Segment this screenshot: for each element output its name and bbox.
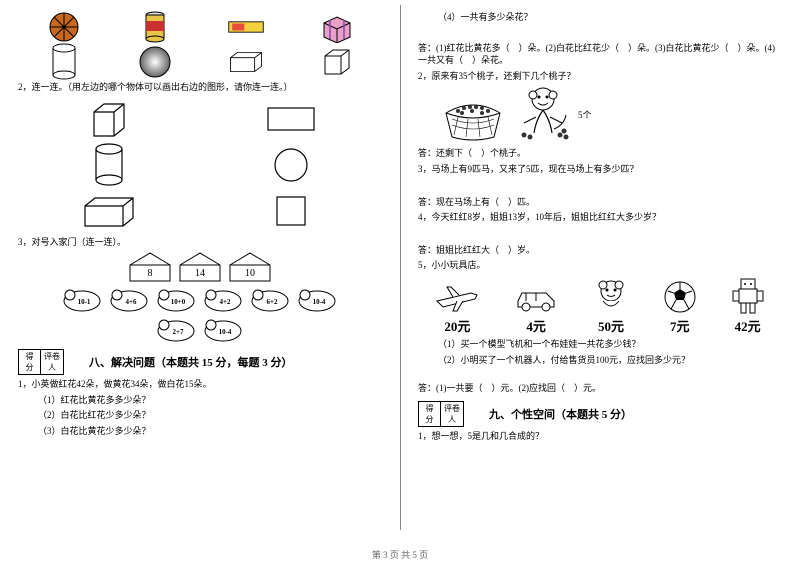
pigs-row-2: 2+7 10-4 bbox=[18, 315, 382, 343]
monkey-icon bbox=[516, 85, 570, 144]
toy-doll: 50元 bbox=[591, 277, 631, 335]
svg-text:6+2: 6+2 bbox=[267, 298, 278, 306]
can-icon bbox=[136, 11, 174, 43]
square-shape-icon bbox=[261, 190, 321, 232]
q1-personal: 1，想一想，5是几和几合成的？ bbox=[418, 430, 782, 443]
q4-sub: （4）一共有多少朵花？ bbox=[418, 11, 782, 24]
toy-robot: 42元 bbox=[729, 275, 767, 335]
svg-text:10-4: 10-4 bbox=[313, 298, 326, 306]
svg-text:4+6: 4+6 bbox=[126, 298, 137, 306]
pig-4: 4+2 bbox=[201, 285, 246, 313]
section-8-title: 八、解决问题（本题共 15 分，每题 3 分） bbox=[89, 354, 293, 370]
q3-text: 3，对号入家门（连一连）。 bbox=[18, 236, 382, 249]
rectangle-shape-icon bbox=[261, 98, 321, 140]
q3r: 3，马场上有9匹马，又来了5匹，现在马场上有多少匹？ bbox=[418, 163, 782, 176]
shape-pair-2 bbox=[18, 144, 382, 186]
home-3: 10 bbox=[226, 251, 274, 283]
circle-shape-icon bbox=[261, 144, 321, 186]
q5-sub2: （2）小明买了一个机器人，付给售货员100元，应找回多少元？ bbox=[418, 354, 782, 367]
q4r: 4，今天红红8岁，姐姐13岁，10年后，姐姐比红红大多少岁？ bbox=[418, 211, 782, 224]
pig-3: 10+0 bbox=[154, 285, 199, 313]
shapes-3d-row bbox=[18, 46, 382, 78]
score-box-8: 得分 评卷人 bbox=[18, 349, 64, 375]
q1-sub3: （3）白花比黄花少多少朵？ bbox=[18, 425, 382, 438]
q1-main: 1，小英做红花42朵，做黄花34朵，做白花15朵。 bbox=[18, 378, 382, 391]
score-label-2: 得分 bbox=[419, 402, 441, 426]
price-3: 50元 bbox=[598, 316, 624, 335]
pig-5: 6+2 bbox=[248, 285, 293, 313]
section-9-title: 九、个性空间（本题共 5 分） bbox=[489, 406, 632, 422]
ans2: 答：还剩下（ ）个桃子。 bbox=[418, 147, 782, 160]
toy-ball: 7元 bbox=[662, 279, 698, 335]
ans3: 答：现在马场上有（ ）匹。 bbox=[418, 196, 782, 209]
grader-label: 评卷人 bbox=[41, 350, 63, 374]
svg-text:10+0: 10+0 bbox=[171, 298, 186, 306]
home-2: 14 bbox=[176, 251, 224, 283]
q1-sub1: （1）红花比黄花多多少朵？ bbox=[18, 394, 382, 407]
section-9-header: 得分 评卷人 九、个性空间（本题共 5 分） bbox=[418, 401, 782, 427]
toy-plane: 20元 bbox=[433, 281, 481, 335]
cube-shape-icon bbox=[79, 98, 139, 140]
pig-6: 10-4 bbox=[295, 285, 340, 313]
cuboid-3d-icon bbox=[227, 46, 265, 78]
q2-text: 2，连一连。（用左边的哪个物体可以画出右边的图形，请你连一连。） bbox=[18, 81, 382, 94]
section-8-header: 得分 评卷人 八、解决问题（本题共 15 分，每题 3 分） bbox=[18, 349, 382, 375]
svg-text:8: 8 bbox=[148, 268, 153, 279]
left-page: 2，连一连。（用左边的哪个物体可以画出右边的图形，请你连一连。） 3，对号入家门… bbox=[0, 0, 400, 545]
ans4: 答：姐姐比红红大（ ）岁。 bbox=[418, 244, 782, 257]
ans5: 答：(1)一共要（ ）元。(2)应找回（ ）元。 bbox=[418, 382, 782, 395]
pig-8: 10-4 bbox=[201, 315, 246, 343]
q5r: 5，小小玩具店。 bbox=[418, 259, 782, 272]
grader-label-2: 评卷人 bbox=[441, 402, 463, 426]
svg-text:10-1: 10-1 bbox=[78, 298, 91, 306]
price-1: 20元 bbox=[444, 316, 470, 335]
homes-row: 8 14 10 bbox=[18, 251, 382, 283]
pigs-row-1: 10-1 4+6 10+0 4+2 6+2 10-4 bbox=[18, 285, 382, 313]
price-4: 7元 bbox=[670, 316, 690, 335]
q1-sub2: （2）白花比红花少多少朵？ bbox=[18, 409, 382, 422]
svg-text:4+2: 4+2 bbox=[220, 298, 231, 306]
score-label: 得分 bbox=[19, 350, 41, 374]
basket-scene: 5个 bbox=[438, 85, 782, 144]
cube-3d-icon bbox=[318, 46, 356, 78]
svg-text:14: 14 bbox=[195, 268, 205, 279]
price-2: 4元 bbox=[526, 316, 546, 335]
sphere-3d-icon bbox=[136, 46, 174, 78]
gift-cube-icon bbox=[318, 11, 356, 43]
peach-count-label: 5个 bbox=[578, 108, 592, 121]
score-box-9: 得分 评卷人 bbox=[418, 401, 464, 427]
pig-1: 10-1 bbox=[60, 285, 105, 313]
q5-sub1: （1）买一个模型飞机和一个布娃娃一共花多少钱？ bbox=[418, 338, 782, 351]
q2r: 2，原来有35个桃子，还剩下几个桃子？ bbox=[418, 70, 782, 83]
shape-pair-1 bbox=[18, 98, 382, 140]
candy-box-icon bbox=[227, 11, 265, 43]
cuboid-shape-icon bbox=[79, 190, 139, 232]
pig-7: 2+7 bbox=[154, 315, 199, 343]
cylinder-3d-icon bbox=[45, 46, 83, 78]
basket-icon bbox=[438, 93, 508, 144]
toy-car: 4元 bbox=[512, 281, 560, 335]
cylinder-shape-icon bbox=[79, 144, 139, 186]
basketball-icon bbox=[45, 11, 83, 43]
page-footer: 第 3 页 共 5 页 bbox=[0, 548, 800, 561]
right-page: （4）一共有多少朵花？ 答：(1)红花比黄花多（ ）朵。(2)白花比红花少（ ）… bbox=[400, 0, 800, 545]
home-1: 8 bbox=[126, 251, 174, 283]
ans1: 答：(1)红花比黄花多（ ）朵。(2)白花比红花少（ ）朵。(3)白花比黄花少（… bbox=[418, 42, 782, 67]
pig-2: 4+6 bbox=[107, 285, 152, 313]
svg-text:2+7: 2+7 bbox=[173, 328, 184, 336]
shape-pair-3 bbox=[18, 190, 382, 232]
svg-text:10-4: 10-4 bbox=[219, 328, 232, 336]
products-row bbox=[18, 11, 382, 43]
toy-row: 20元 4元 50元 7元 42元 bbox=[418, 275, 782, 335]
price-5: 42元 bbox=[735, 316, 761, 335]
svg-text:10: 10 bbox=[245, 268, 255, 279]
